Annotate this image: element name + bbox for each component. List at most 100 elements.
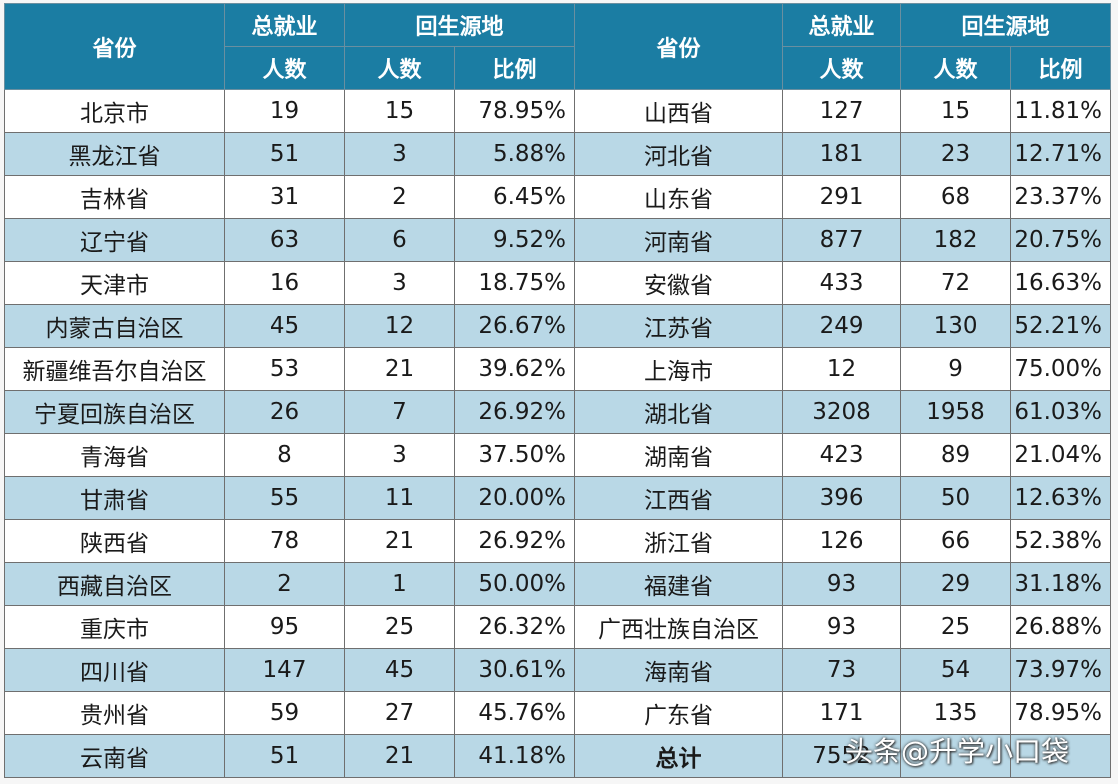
header-return-count-2: 人数 xyxy=(900,46,1012,90)
return-ratio-cell: 41.18% xyxy=(453,734,576,778)
return-ratio-cell: 26.67% xyxy=(453,304,576,348)
province-cell: 安徽省 xyxy=(574,261,784,305)
table-row: 北京市 19 15 78.95% 山西省 127 15 11.81% xyxy=(4,89,1112,133)
return-ratio-cell: 23.37% xyxy=(1010,175,1112,219)
return-ratio-cell: 50.00% xyxy=(453,562,576,606)
province-cell: 黑龙江省 xyxy=(4,132,225,176)
return-count-cell: 15 xyxy=(900,89,1012,133)
return-count-cell: 72 xyxy=(900,261,1012,305)
return-count-cell: 23 xyxy=(900,132,1012,176)
province-cell: 总计 xyxy=(574,734,784,778)
total-cell: 433 xyxy=(782,261,902,305)
table-row: 云南省 51 21 41.18% 总计 7552 xyxy=(4,734,1112,778)
total-cell: 63 xyxy=(224,218,345,262)
province-cell: 海南省 xyxy=(574,648,784,692)
return-count-cell: 27 xyxy=(344,691,455,735)
return-ratio-cell: 18.75% xyxy=(453,261,576,305)
return-ratio-cell: 30.61% xyxy=(453,648,576,692)
province-cell: 浙江省 xyxy=(574,519,784,563)
province-cell: 西藏自治区 xyxy=(4,562,225,606)
total-cell: 73 xyxy=(782,648,902,692)
province-cell: 山西省 xyxy=(574,89,784,133)
return-ratio-cell: 26.92% xyxy=(453,390,576,434)
return-count-cell: 130 xyxy=(900,304,1012,348)
return-ratio-cell: 16.63% xyxy=(1010,261,1112,305)
watermark: 头条@升学小口袋 xyxy=(845,735,1070,768)
return-count-cell: 50 xyxy=(900,476,1012,520)
total-cell: 396 xyxy=(782,476,902,520)
header-total-line1-2: 总就业 xyxy=(782,3,902,47)
return-ratio-cell: 21.04% xyxy=(1010,433,1112,477)
header-row-1: 省份 总就业 回生源地 省份 总就业 回生源地 xyxy=(4,3,1112,90)
total-cell: 877 xyxy=(782,218,902,262)
return-ratio-cell: 5.88% xyxy=(453,132,576,176)
province-cell: 青海省 xyxy=(4,433,225,477)
total-cell: 2 xyxy=(224,562,345,606)
province-cell: 四川省 xyxy=(4,648,225,692)
return-ratio-cell: 20.75% xyxy=(1010,218,1112,262)
header-return-count: 人数 xyxy=(344,46,455,90)
total-cell: 93 xyxy=(782,605,902,649)
return-count-cell: 3 xyxy=(344,132,455,176)
province-cell: 陕西省 xyxy=(4,519,225,563)
return-ratio-cell: 37.50% xyxy=(453,433,576,477)
total-cell: 8 xyxy=(224,433,345,477)
table-row: 黑龙江省 51 3 5.88% 河北省 181 23 12.71% xyxy=(4,132,1112,176)
return-ratio-cell: 39.62% xyxy=(453,347,576,391)
total-cell: 55 xyxy=(224,476,345,520)
total-cell: 423 xyxy=(782,433,902,477)
return-count-cell: 89 xyxy=(900,433,1012,477)
return-ratio-cell: 78.95% xyxy=(453,89,576,133)
return-count-cell: 7 xyxy=(344,390,455,434)
return-count-cell: 68 xyxy=(900,175,1012,219)
province-cell: 江西省 xyxy=(574,476,784,520)
header-total-line2: 人数 xyxy=(224,46,345,90)
return-count-cell: 6 xyxy=(344,218,455,262)
table-row: 新疆维吾尔自治区 53 21 39.62% 上海市 12 9 75.00% xyxy=(4,347,1112,391)
total-cell: 126 xyxy=(782,519,902,563)
province-cell: 新疆维吾尔自治区 xyxy=(4,347,225,391)
return-count-cell: 66 xyxy=(900,519,1012,563)
province-cell: 云南省 xyxy=(4,734,225,778)
total-cell: 26 xyxy=(224,390,345,434)
province-cell: 福建省 xyxy=(574,562,784,606)
return-ratio-cell: 9.52% xyxy=(453,218,576,262)
total-cell: 45 xyxy=(224,304,345,348)
return-ratio-cell: 78.95% xyxy=(1010,691,1112,735)
return-count-cell: 21 xyxy=(344,347,455,391)
total-cell: 171 xyxy=(782,691,902,735)
province-cell: 上海市 xyxy=(574,347,784,391)
province-cell: 辽宁省 xyxy=(4,218,225,262)
table-row: 青海省 8 3 37.50% 湖南省 423 89 21.04% xyxy=(4,433,1112,477)
return-ratio-cell: 61.03% xyxy=(1010,390,1112,434)
return-count-cell: 1 xyxy=(344,562,455,606)
return-count-cell: 182 xyxy=(900,218,1012,262)
return-count-cell: 25 xyxy=(900,605,1012,649)
return-count-cell: 15 xyxy=(344,89,455,133)
table-row: 重庆市 95 25 26.32% 广西壮族自治区 93 25 26.88% xyxy=(4,605,1112,649)
total-cell: 291 xyxy=(782,175,902,219)
province-cell: 内蒙古自治区 xyxy=(4,304,225,348)
return-count-cell: 3 xyxy=(344,433,455,477)
header-return-ratio-2: 比例 xyxy=(1010,46,1112,90)
return-ratio-cell: 52.21% xyxy=(1010,304,1112,348)
province-cell: 天津市 xyxy=(4,261,225,305)
province-cell: 河南省 xyxy=(574,218,784,262)
table-row: 陕西省 78 21 26.92% 浙江省 126 66 52.38% xyxy=(4,519,1112,563)
province-cell: 湖北省 xyxy=(574,390,784,434)
header-return-group: 回生源地 xyxy=(343,3,576,47)
return-count-cell xyxy=(900,734,1012,778)
header-total-line2-2: 人数 xyxy=(782,46,902,90)
return-count-cell: 11 xyxy=(344,476,455,520)
province-cell: 贵州省 xyxy=(4,691,225,735)
total-cell: 78 xyxy=(224,519,345,563)
employment-table: 省份 总就业 回生源地 省份 总就业 回生源地 人数 人数 比例 人数 人数 比… xyxy=(4,3,1112,778)
total-cell: 51 xyxy=(224,734,345,778)
table-row: 西藏自治区 2 1 50.00% 福建省 93 29 31.18% xyxy=(4,562,1112,606)
return-count-cell: 3 xyxy=(344,261,455,305)
return-count-cell: 135 xyxy=(900,691,1012,735)
province-cell: 重庆市 xyxy=(4,605,225,649)
return-count-cell: 25 xyxy=(344,605,455,649)
return-ratio-cell: 73.97% xyxy=(1010,648,1112,692)
table-row: 宁夏回族自治区 26 7 26.92% 湖北省 3208 1958 61.03% xyxy=(4,390,1112,434)
